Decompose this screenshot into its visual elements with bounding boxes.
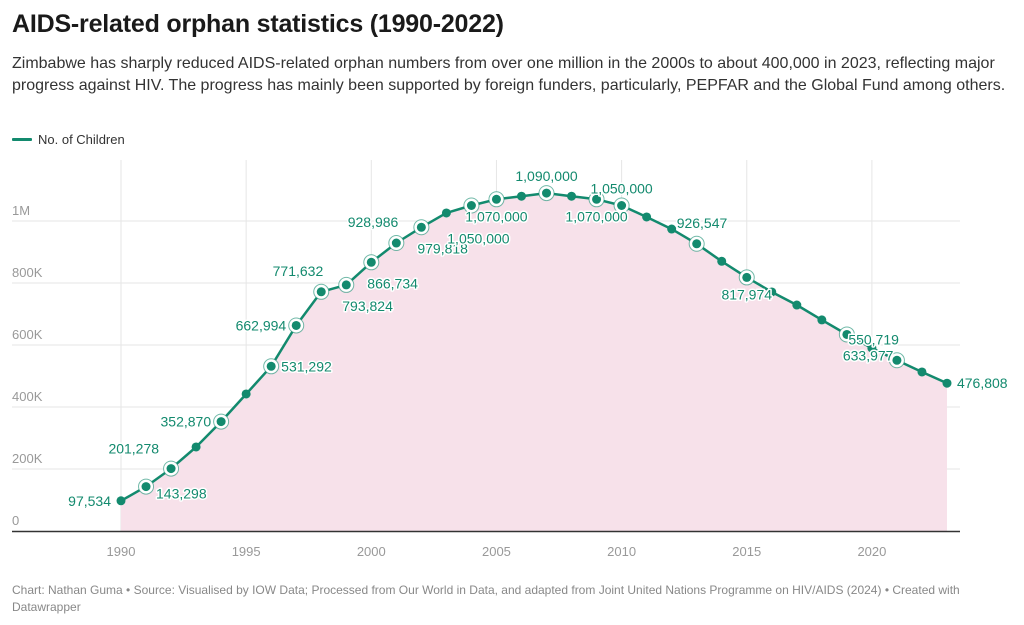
data-label: 866,734 [367,275,418,291]
data-point [717,256,727,266]
y-tick-label: 800K [12,265,43,280]
data-label: 793,824 [342,298,393,314]
data-label: 531,292 [281,358,332,374]
x-tick-label: 1990 [107,544,136,559]
data-label: 97,534 [68,493,111,509]
x-tick-label: 1995 [232,544,261,559]
data-point [692,239,702,249]
data-label: 1,050,000 [590,181,652,197]
data-label: 979,818 [417,240,468,256]
x-tick-label: 2005 [482,544,511,559]
x-tick-label: 2010 [607,544,636,559]
data-point [767,287,777,297]
data-point [291,320,301,330]
data-point [667,224,677,234]
data-label: 143,298 [156,486,207,502]
data-point [917,367,927,377]
data-label: 476,808 [957,375,1008,391]
chart-title: AIDS-related orphan statistics (1990-202… [12,10,504,38]
y-tick-label: 400K [12,389,43,404]
data-point [642,212,652,222]
data-point [266,361,276,371]
data-point [416,222,426,232]
x-tick-label: 2015 [732,544,761,559]
line-chart: 0 200K 400K 600K 800K 1M 1990 1995 2000 2005 2010 2… [12,160,1010,559]
data-point [617,201,627,210]
data-point [141,482,151,492]
data-label: 352,870 [161,414,212,430]
data-point [466,201,476,210]
data-point [942,378,952,388]
y-tick-label: 0 [12,513,19,528]
data-point [516,191,526,201]
data-point [842,329,852,339]
x-tick-label: 2000 [357,544,386,559]
data-points [116,185,952,506]
data-point [216,417,226,427]
data-point [241,389,251,399]
legend-label: No. of Children [38,132,125,147]
data-label: 817,974 [721,286,772,302]
data-point [542,188,552,198]
data-point [592,194,602,204]
data-point [366,257,376,267]
data-point [817,315,827,325]
chart-footer: Chart: Nathan Guma • Source: Visualised … [12,583,960,614]
y-tick-label: 200K [12,451,43,466]
data-point [491,194,501,204]
legend: No. of Children [12,132,125,147]
x-tick-label: 2020 [857,544,886,559]
data-label: 1,050,000 [447,231,509,247]
data-label: 662,994 [236,317,287,333]
data-point [742,272,752,282]
data-point [567,191,577,201]
data-label: 928,986 [348,214,399,230]
data-point [191,442,201,452]
area-fill [121,193,947,531]
data-point [316,287,326,297]
data-label: 926,547 [677,215,728,231]
data-point [441,208,451,218]
axes: 0 200K 400K 600K 800K 1M 1990 1995 2000 2005 2010 2… [12,203,960,559]
data-point [341,280,351,290]
data-label: 1,070,000 [565,208,627,224]
data-label: 633,977 [843,347,894,363]
series-line [120,191,948,502]
data-label: 1,090,000 [515,168,577,184]
data-point [166,464,176,474]
data-point [391,238,401,248]
y-tick-label: 1M [12,203,30,218]
y-tick-label: 600K [12,327,43,342]
data-point [792,300,802,310]
data-label: 771,632 [273,263,324,279]
data-point [116,496,126,506]
data-label: 1,070,000 [465,208,527,224]
data-label: 201,278 [108,441,159,457]
legend-line-swatch [12,138,32,141]
data-point [892,355,902,365]
data-point [867,343,877,353]
chart-subtitle: Zimbabwe has sharply reduced AIDS-relate… [12,55,1006,94]
data-label: 550,719 [848,331,899,347]
